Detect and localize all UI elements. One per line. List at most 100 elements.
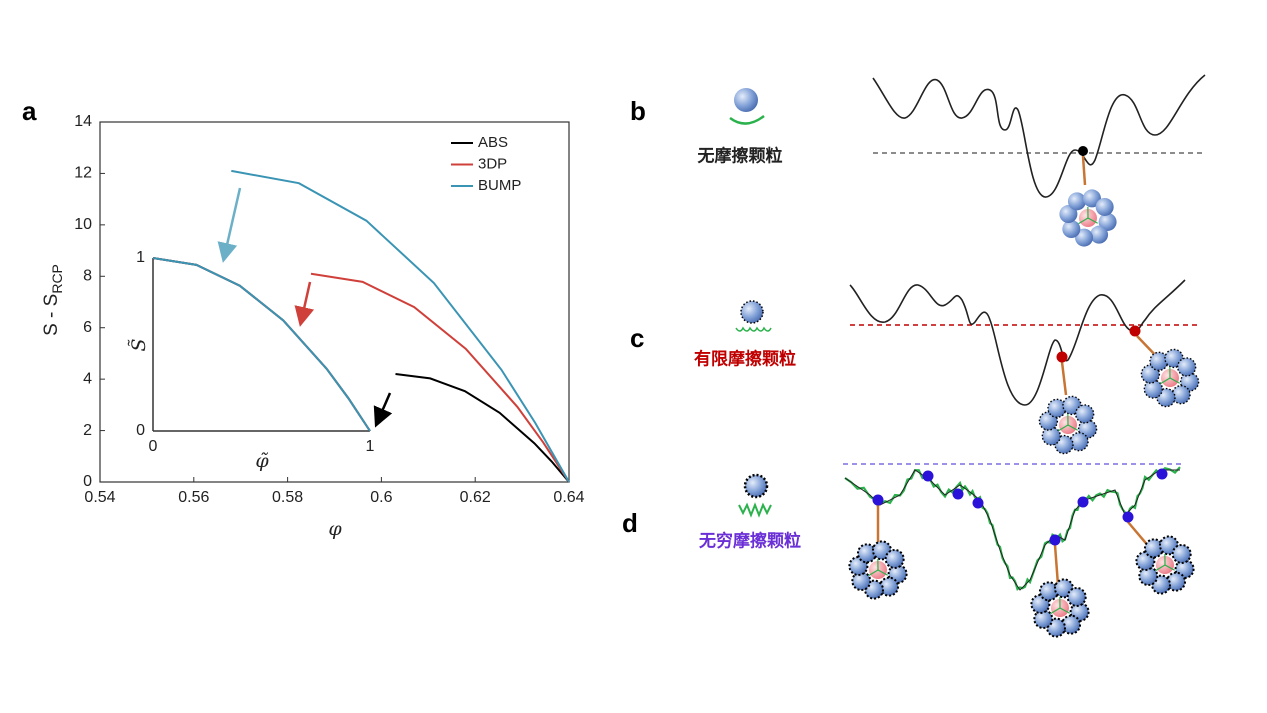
state-dot: [872, 494, 884, 506]
contact-icon: [729, 114, 765, 125]
state-dot: [922, 470, 934, 482]
y-tick-label: 1: [136, 249, 145, 266]
link: [1060, 361, 1068, 396]
state-dot: [1077, 496, 1089, 508]
series-line: [152, 257, 371, 432]
particle-icon: [734, 88, 758, 112]
state-dot: [1129, 325, 1141, 337]
particle: [1059, 205, 1078, 224]
x-tick-label: 0.56: [178, 489, 209, 506]
contact-mark: [1087, 217, 1098, 224]
series-line: [152, 257, 371, 432]
panel-a: a: [22, 96, 393, 428]
state-dot: [1049, 534, 1061, 546]
contact-mark: [1169, 377, 1180, 384]
particle-cluster: [1140, 348, 1200, 408]
landscape: [872, 74, 1206, 198]
particle: [1030, 594, 1051, 615]
panel-label: b: [630, 96, 646, 126]
panel-label: c: [630, 323, 644, 353]
particle: [884, 548, 905, 569]
contact-mark: [877, 569, 888, 576]
state-dot: [1156, 468, 1168, 480]
landscape: [844, 469, 1180, 591]
particle: [1138, 566, 1159, 587]
x-tick-label: 0.62: [460, 489, 491, 506]
particle: [1176, 357, 1197, 377]
series-line: [395, 373, 570, 483]
caption: 有限摩擦颗粒: [694, 348, 796, 368]
particle-cluster: [848, 540, 908, 600]
arrow: [373, 392, 393, 428]
panel-label: a: [22, 96, 37, 126]
state-dot: [952, 488, 964, 500]
particle: [1171, 543, 1192, 564]
panel-d: d 无穷摩擦颗粒: [622, 463, 1185, 591]
x-tick-label: 0.6: [370, 489, 392, 506]
state-dot: [1056, 351, 1068, 363]
y-tick-label: 4: [83, 370, 92, 387]
arrow: [294, 281, 315, 327]
caption: 无穷摩擦颗粒: [698, 530, 801, 550]
contact-mark: [1164, 564, 1175, 571]
y-axis-label: S - SRCP: [41, 264, 65, 336]
contact-mark: [1050, 607, 1061, 615]
contact-mark: [1160, 377, 1171, 385]
particle-cluster: [1038, 395, 1098, 455]
state-dot: [972, 497, 984, 509]
legend-label: BUMP: [478, 177, 521, 194]
y-axis-label-text: S̃: [128, 338, 150, 351]
particle: [1135, 551, 1156, 572]
y-tick-label: 14: [74, 113, 92, 130]
contact-mark: [1078, 217, 1089, 225]
link: [1081, 155, 1087, 186]
panel-c: c 有限摩擦颗粒: [630, 279, 1197, 406]
series-line: [231, 169, 570, 483]
particle: [1074, 404, 1095, 424]
particle: [848, 556, 869, 577]
y-tick-label: 2: [83, 422, 92, 439]
particle: [1069, 601, 1090, 622]
y-axis-label-subscript: RCP: [49, 264, 65, 294]
x-tick-label: 0.54: [84, 489, 115, 506]
y-tick-label: 12: [74, 165, 92, 182]
contact-mark: [1155, 564, 1166, 572]
particle: [1090, 225, 1109, 244]
contact-mark: [868, 569, 879, 577]
x-axis-label: φ̃: [255, 450, 269, 472]
series-line: [310, 272, 570, 483]
panel-b: b 无摩擦颗粒: [630, 74, 1206, 198]
arrow: [217, 187, 242, 263]
legend-label: 3DP: [478, 155, 507, 172]
y-tick-label: 6: [83, 319, 92, 336]
particle-cluster: [1030, 578, 1090, 638]
particle: [1075, 228, 1094, 247]
y-tick-label: 8: [83, 268, 92, 285]
state-dot: [1078, 146, 1088, 156]
particle: [1174, 558, 1195, 579]
y-axis-label-text: S - S: [41, 294, 62, 336]
x-tick-label: 0.58: [272, 489, 303, 506]
x-axis-label: φ: [328, 518, 342, 540]
panel-label: d: [622, 508, 638, 538]
particle-icon: [740, 300, 764, 324]
particle-cluster: [1059, 189, 1117, 247]
particle: [887, 563, 908, 584]
particle: [1095, 197, 1114, 216]
particle: [851, 571, 872, 592]
y-tick-label: 0: [136, 422, 145, 439]
y-tick-label: 10: [74, 216, 92, 233]
contact-mark: [1067, 424, 1078, 431]
x-tick-label: 0: [149, 438, 158, 455]
plot-frame: [99, 121, 570, 483]
particle: [1066, 586, 1087, 607]
contact-mark: [1058, 424, 1069, 432]
particle: [1098, 212, 1117, 231]
particle: [1067, 192, 1086, 211]
particle-icon: [743, 473, 769, 499]
y-tick-label: 0: [83, 473, 92, 490]
series-line: [152, 257, 371, 432]
contact-icon: [735, 326, 772, 332]
